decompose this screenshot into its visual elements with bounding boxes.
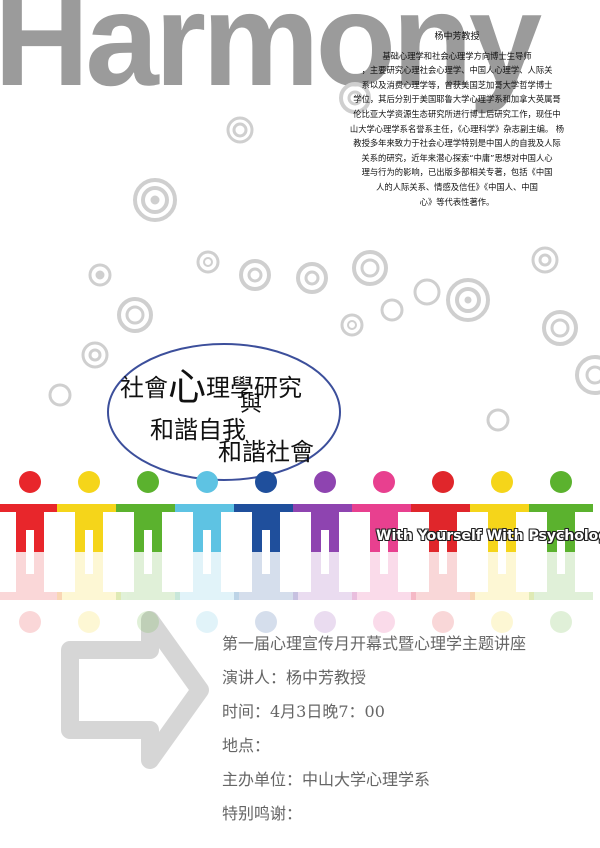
- bio-line: 人的人际关系、情感及信任》《中国人、中国: [376, 181, 538, 192]
- concentric-circle-icon: [133, 178, 177, 222]
- title-part-1: 社會: [120, 374, 168, 402]
- title-line-3: 和諧社會: [218, 438, 314, 466]
- concentric-circle-icon: [575, 355, 600, 395]
- event-place: 地点：: [222, 736, 271, 755]
- event-time: 时间：4月3日晚7：00: [222, 702, 385, 721]
- concentric-circle-icon: [117, 297, 153, 333]
- title-connector: 與: [240, 392, 263, 417]
- bio-line: 伦比亚大学资源生态研究所进行博士后研究工作，现任中: [353, 108, 561, 119]
- event-thanks: 特别鸣谢：: [222, 804, 303, 823]
- person-figure: [470, 471, 534, 552]
- person-reflection: [470, 552, 534, 633]
- concentric-circle-icon: [486, 408, 510, 432]
- concentric-circle-icon: [542, 310, 578, 346]
- concentric-circle-icon: [340, 313, 364, 337]
- event-organizer: 主办单位：中山大学心理学系: [222, 770, 431, 789]
- harmony-watermark: Harmony: [0, 0, 542, 113]
- title-part-2: 理學研究: [206, 374, 303, 402]
- person-reflection: [293, 552, 357, 633]
- bio-line: 学位，其后分别于美国耶鲁大学心理学系和加拿大英属哥: [353, 94, 561, 105]
- person-reflection: [0, 552, 62, 633]
- person-reflection: [352, 552, 416, 633]
- professor-bio: 杨中芳教授 基础心理学和社会心理学方向博士生导师 ，主要研究心理社会心理学、中国…: [326, 30, 588, 209]
- bio-line: 基础心理学和社会心理学方向博士生导师: [382, 50, 532, 61]
- concentric-circle-icon: [413, 278, 441, 306]
- bio-line: 心》等代表性著作。: [419, 196, 495, 207]
- concentric-circle-icon: [88, 263, 112, 287]
- bio-line: ，主要研究心理社会心理学、中国人心理学、人际关: [361, 65, 553, 76]
- event-title: 第一届心理宣传月开幕式暨心理学主题讲座: [222, 634, 527, 653]
- concentric-circle-icon: [352, 250, 388, 286]
- concentric-circle-icon: [81, 341, 109, 369]
- person-figure: [352, 471, 416, 552]
- person-figure: [234, 471, 298, 552]
- person-figure: [529, 471, 593, 552]
- person-figure: [0, 471, 62, 552]
- person-reflection: [234, 552, 298, 633]
- person-reflection: [57, 552, 121, 633]
- title-line-1: 社會心理學研究: [120, 364, 303, 406]
- event-speaker: 演讲人：杨中芳教授: [222, 668, 367, 687]
- bio-line: 关系的研究，近年来潜心探索“中庸”思想对中国人心: [361, 152, 553, 163]
- arrow-icon: [61, 611, 209, 769]
- person-reflection: [529, 552, 593, 633]
- concentric-circle-icon: [339, 82, 371, 114]
- person-reflection: [116, 552, 180, 633]
- concentric-circle-icon: [239, 259, 271, 291]
- concentric-circle-icon: [226, 116, 254, 144]
- concentric-circle-icon: [296, 262, 328, 294]
- person-figure: [175, 471, 239, 552]
- concentric-circle-icon: [48, 383, 72, 407]
- tagline: With Yourself With Psychology: [376, 528, 600, 544]
- event-info: 第一届心理宣传月开幕式暨心理学主题讲座 演讲人：杨中芳教授 时间：4月3日晚7：…: [222, 627, 526, 831]
- title-big-char: 心: [168, 365, 207, 409]
- concentric-circle-icon: [196, 250, 220, 274]
- concentric-circle-icon: [531, 246, 559, 274]
- person-reflection: [175, 552, 239, 633]
- person-figure: [116, 471, 180, 552]
- concentric-circle-icon: [446, 278, 490, 322]
- bio-line: 山大学心理学系名誉系主任，《心理科学》杂志副主编。 杨: [349, 123, 565, 134]
- concentric-circle-icon: [380, 298, 404, 322]
- person-figure: [293, 471, 357, 552]
- bio-line: 理与行为的影响，已出版多部相关专著，包括《中国: [361, 167, 553, 178]
- professor-name: 杨中芳教授: [434, 32, 480, 42]
- bio-line: 系以及消费心理学等，曾获美国芝加哥大学哲学博士: [361, 79, 553, 90]
- person-reflection: [411, 552, 475, 633]
- person-figure: [411, 471, 475, 552]
- person-figure: [57, 471, 121, 552]
- title-line-2: 和諧自我: [150, 416, 246, 444]
- bio-line: 教授多年来致力于社会心理学特别是中国人的自我及人际: [353, 138, 561, 149]
